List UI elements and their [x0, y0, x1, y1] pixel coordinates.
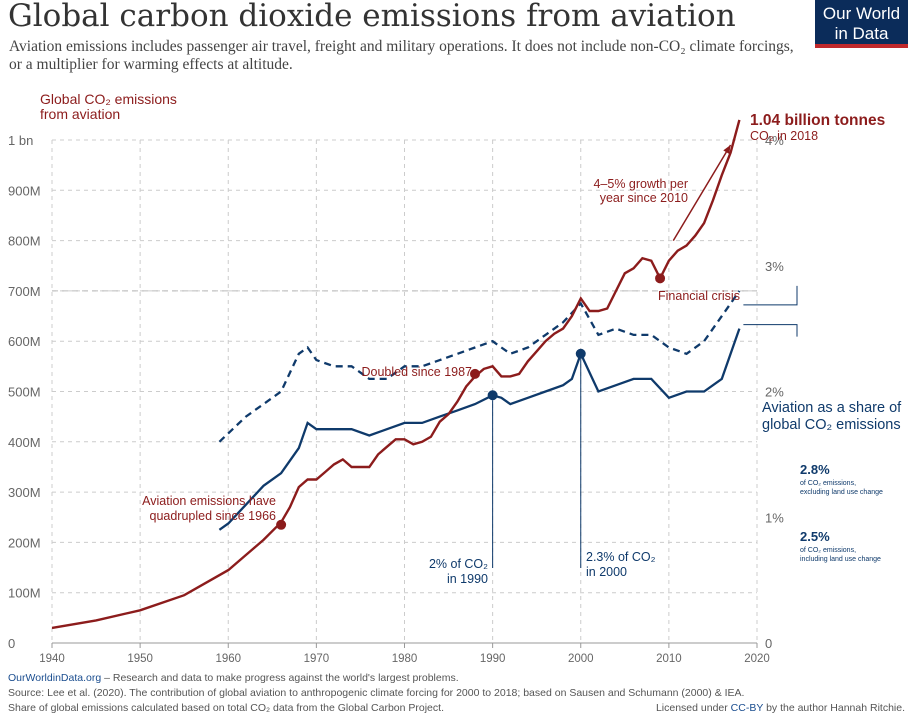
- left-axis-label: from aviation: [40, 106, 120, 122]
- annotation-solid-value: 2.5%: [800, 529, 830, 544]
- left-axis-label: Global CO₂ emissions: [40, 91, 177, 107]
- annotation-quadrupled: quadrupled since 1966: [150, 509, 277, 523]
- annotation-total-value: 1.04 billion tonnes: [750, 112, 885, 129]
- y-tick-label: 0: [8, 636, 15, 651]
- y-tick-label: 800M: [8, 234, 41, 249]
- chart-subtitle: Aviation emissions includes passenger ai…: [9, 38, 794, 73]
- series-share-excluding-land-use: [218, 290, 741, 443]
- data-marker: [655, 273, 666, 284]
- footer-share-note: Share of global emissions calculated bas…: [8, 702, 444, 714]
- y-tick-label: 700M: [8, 284, 41, 299]
- x-tick-label: 2020: [744, 653, 770, 665]
- footer-mission: – Research and data to make progress aga…: [101, 672, 459, 684]
- footer-line1: OurWorldinData.org – Research and data t…: [8, 672, 459, 684]
- chart-title: Global carbon dioxide emissions from avi…: [8, 0, 736, 34]
- right-tick-label: 3%: [765, 259, 784, 274]
- annotation-dashed-sub: of CO₂ emissions,: [800, 480, 856, 487]
- annotation-dashed-sub: excluding land use change: [800, 489, 883, 496]
- logo-line1: Our World: [822, 4, 901, 23]
- y-tick-label: 1 bn: [8, 133, 33, 148]
- y-tick-label: 100M: [8, 586, 41, 601]
- annotation-share-2000: in 2000: [586, 565, 627, 579]
- right-axis-label: global CO₂ emissions: [762, 417, 901, 433]
- logo-line2: in Data: [834, 24, 889, 43]
- annotation-share-1990: in 1990: [447, 572, 488, 586]
- x-tick-label: 2010: [656, 653, 682, 665]
- footer-site-link[interactable]: OurWorldinData.org: [8, 672, 102, 684]
- x-tick-label: 1940: [39, 653, 65, 665]
- leader-dashed: [743, 285, 798, 306]
- footer-source: Source: Lee et al. (2020). The contribut…: [8, 687, 745, 699]
- y-tick-label: 200M: [8, 535, 41, 550]
- annotation-total-sub: CO₂ in 2018: [750, 129, 818, 143]
- x-tick-label: 1960: [215, 653, 241, 665]
- growth-arrow-line: [672, 144, 732, 241]
- right-tick-label: 0: [765, 636, 772, 651]
- license-link[interactable]: CC-BY: [730, 702, 764, 714]
- license-suffix: by the author Hannah Ritchie.: [763, 702, 905, 714]
- license-prefix: Licensed under: [655, 702, 731, 714]
- footer-license: Licensed under CC-BY by the author Hanna…: [656, 702, 905, 714]
- annotation-solid-sub: including land use change: [800, 556, 881, 563]
- x-tick-label: 1970: [304, 653, 330, 665]
- series-share-including-land-use: [218, 328, 741, 531]
- annotation-dashed-value: 2.8%: [800, 462, 830, 477]
- annotation-growth: 4–5% growth per: [593, 177, 688, 191]
- data-marker: [470, 368, 480, 379]
- annotation-share-1990: 2% of CO₂: [429, 557, 488, 571]
- data-marker: [487, 390, 498, 401]
- right-tick-label: 4%: [765, 133, 784, 148]
- y-tick-label: 500M: [8, 385, 41, 400]
- x-tick-label: 1980: [392, 653, 418, 665]
- x-tick-label: 1990: [480, 653, 506, 665]
- data-marker: [276, 519, 287, 530]
- growth-arrow-head: [723, 145, 731, 154]
- y-tick-label: 600M: [8, 334, 41, 349]
- leader-solid: [743, 324, 798, 337]
- annotation-share-2000: 2.3% of CO₂: [586, 550, 656, 564]
- annotation-doubled: Doubled since 1987: [362, 365, 473, 379]
- x-tick-label: 1950: [127, 653, 153, 665]
- owid-logo[interactable]: Our World in Data: [815, 0, 908, 48]
- right-axis-label: Aviation as a share of: [762, 400, 902, 416]
- annotation-growth: year since 2010: [600, 191, 688, 205]
- y-tick-label: 400M: [8, 435, 41, 450]
- data-marker: [575, 348, 586, 359]
- right-tick-label: 1%: [765, 510, 784, 525]
- annotation-solid-sub: of CO₂ emissions,: [800, 547, 856, 554]
- y-tick-label: 900M: [8, 183, 41, 198]
- right-tick-label: 2%: [765, 385, 784, 400]
- x-tick-label: 2000: [568, 653, 594, 665]
- y-tick-label: 300M: [8, 485, 41, 500]
- annotation-quadrupled: Aviation emissions have: [142, 494, 276, 508]
- annotation-financial-crisis: Financial crisis: [658, 289, 740, 303]
